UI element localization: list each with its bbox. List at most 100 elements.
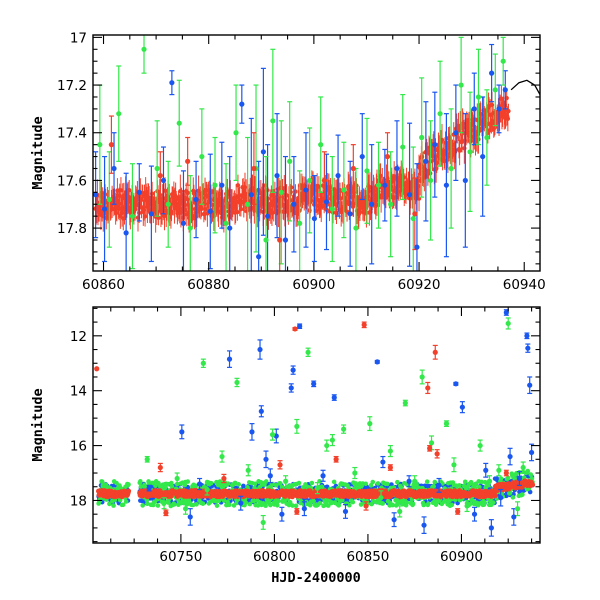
data-point [292, 326, 298, 332]
data-point [516, 475, 523, 482]
data-point [484, 134, 490, 141]
data-point [443, 421, 450, 427]
bottom-plot-frame [92, 306, 541, 544]
baseline-scatter-point [311, 498, 316, 504]
baseline-scatter-point [140, 503, 145, 508]
y-tick-label: 16 [70, 439, 87, 455]
data-point [185, 158, 191, 164]
baseline-scatter-point [296, 480, 302, 486]
dense-point [235, 209, 240, 215]
bottom-y-tick-labels: 12 14 16 18 [70, 329, 87, 510]
data-point [260, 519, 266, 526]
dense-point [134, 194, 140, 200]
data-point [428, 440, 435, 446]
data-point [193, 196, 199, 203]
top-x-tick-labels: 60860 60880 60900 60920 60940 [82, 277, 546, 293]
y-tick-label: 17.2 [57, 78, 87, 94]
data-point [414, 244, 420, 250]
data-point [347, 211, 353, 217]
data-point [97, 142, 103, 148]
data-point [323, 199, 330, 205]
baseline-scatter-point [252, 481, 258, 487]
top-red-dense-band [93, 84, 511, 233]
baseline-scatter-point [227, 502, 232, 508]
data-point [503, 309, 509, 316]
data-point [290, 367, 296, 373]
baseline-scatter-point [482, 500, 487, 505]
dense-point [327, 185, 333, 190]
data-point [320, 473, 326, 479]
data-point [402, 400, 408, 406]
data-point [467, 149, 473, 155]
data-point [263, 456, 269, 462]
data-point [274, 173, 280, 179]
data-point [427, 445, 433, 451]
data-point [412, 478, 418, 484]
dense-point [118, 188, 124, 193]
data-point [350, 165, 356, 172]
data-point [436, 482, 442, 488]
data-point [157, 464, 163, 471]
data-point [200, 360, 206, 366]
dense-point [126, 188, 132, 193]
bottom-data-points [94, 309, 535, 531]
baseline-scatter-point [232, 480, 238, 486]
y-tick-label: 17.6 [57, 173, 87, 189]
data-point [291, 201, 297, 207]
dense-point [269, 210, 275, 215]
baseline-scatter-point [398, 484, 404, 490]
data-point [455, 508, 461, 515]
dense-point [189, 206, 195, 212]
baseline-point [529, 482, 536, 488]
data-point [278, 189, 284, 195]
data-point [384, 153, 391, 160]
data-point [329, 206, 335, 212]
y-tick-label: 14 [70, 384, 87, 400]
data-point [207, 208, 213, 215]
data-point [277, 462, 283, 468]
baseline-scatter-point [276, 498, 281, 504]
data-point [180, 220, 187, 226]
bottom-x-tick-labels: 60750 60800 60850 60900 [159, 549, 482, 565]
baseline-scatter-point [236, 482, 241, 487]
data-point [226, 356, 233, 362]
data-point [480, 153, 486, 160]
data-point [342, 508, 349, 515]
baseline-scatter-point [194, 501, 199, 507]
data-point [464, 503, 470, 509]
baseline-scatter-point [155, 503, 161, 508]
data-point [458, 82, 464, 88]
dense-point [176, 196, 181, 202]
baseline-scatter-point [314, 498, 320, 503]
data-point [287, 158, 293, 164]
data-point [525, 345, 531, 351]
data-point [101, 206, 108, 212]
baseline-scatter-point [462, 479, 468, 485]
baseline-scatter-point [225, 481, 231, 486]
data-point [136, 189, 142, 195]
data-point [270, 118, 276, 124]
baseline-scatter-point [404, 500, 410, 505]
baseline-scatter-point [99, 479, 105, 484]
baseline-scatter-point [166, 500, 171, 505]
data-point [245, 467, 251, 473]
baseline-scatter-point [243, 500, 249, 505]
data-point [257, 346, 263, 353]
data-point [331, 394, 337, 401]
top-panel: 60860 60880 60900 60920 60940 17 17.2 17.4 17.6… [30, 30, 546, 293]
y-tick-label: 17.8 [57, 221, 87, 237]
baseline-scatter-point [528, 472, 534, 477]
baseline-scatter-point [263, 503, 268, 508]
data-point [432, 349, 438, 355]
data-point [204, 486, 210, 493]
dense-point [217, 191, 222, 197]
x-tick-label: 60900 [440, 549, 483, 565]
data-point [363, 503, 369, 509]
data-point [507, 453, 513, 460]
dense-point [169, 209, 174, 215]
data-point [148, 211, 154, 217]
y-tick-label: 17 [70, 30, 87, 46]
data-point [388, 201, 394, 207]
top-y-tick-labels: 17 17.2 17.4 17.6 17.8 [57, 30, 87, 237]
